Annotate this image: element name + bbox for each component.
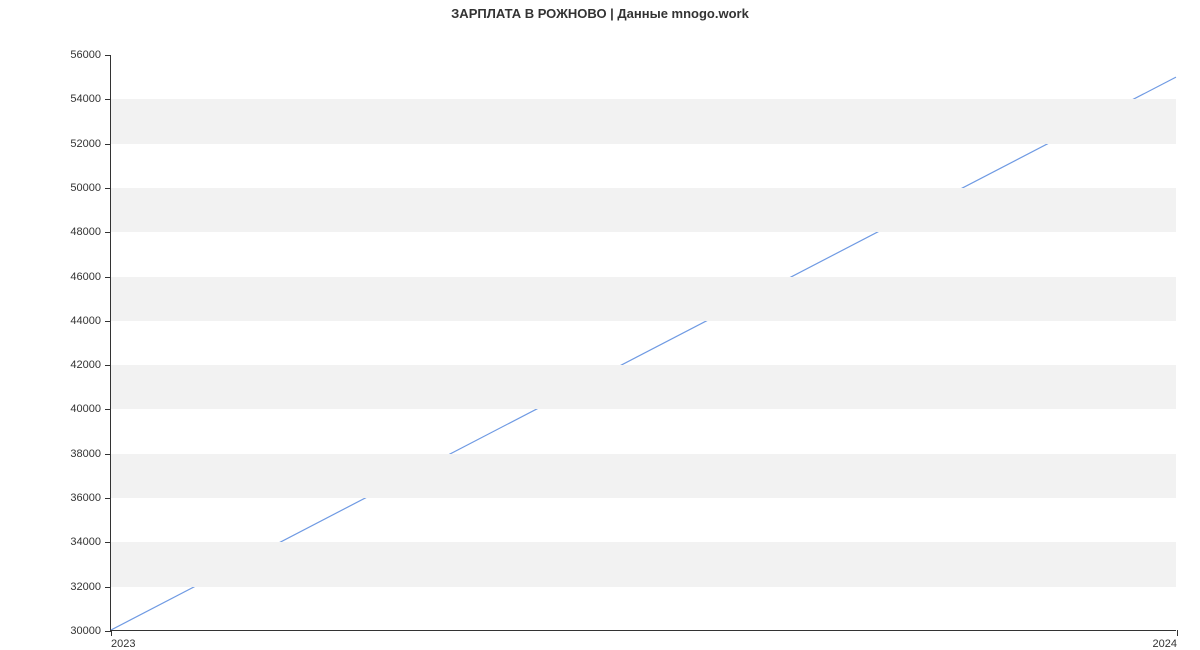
y-tick-label: 50000 — [70, 182, 101, 194]
plot-band — [111, 365, 1176, 409]
y-tick-mark — [105, 321, 111, 322]
plot-band — [111, 321, 1176, 365]
x-tick-mark — [111, 630, 112, 636]
plot-band — [111, 277, 1176, 321]
y-tick-label: 46000 — [70, 271, 101, 283]
y-tick-label: 48000 — [70, 226, 101, 238]
plot-band — [111, 99, 1176, 143]
x-tick-label: 2023 — [111, 638, 135, 650]
plot-band — [111, 55, 1176, 99]
plot-band — [111, 232, 1176, 276]
y-tick-mark — [105, 587, 111, 588]
plot-band — [111, 144, 1176, 188]
y-tick-mark — [105, 498, 111, 499]
plot-band — [111, 188, 1176, 232]
y-tick-mark — [105, 188, 111, 189]
y-tick-mark — [105, 144, 111, 145]
y-tick-mark — [105, 454, 111, 455]
x-tick-mark — [1177, 630, 1178, 636]
x-tick-label: 2024 — [1153, 638, 1177, 650]
plot-band — [111, 587, 1176, 631]
y-tick-mark — [105, 232, 111, 233]
y-tick-label: 54000 — [70, 93, 101, 105]
plot-band — [111, 542, 1176, 586]
y-tick-label: 32000 — [70, 581, 101, 593]
plot-band — [111, 454, 1176, 498]
y-tick-mark — [105, 55, 111, 56]
y-tick-mark — [105, 99, 111, 100]
y-tick-label: 34000 — [70, 536, 101, 548]
plot-band — [111, 498, 1176, 542]
y-tick-label: 38000 — [70, 448, 101, 460]
y-tick-label: 36000 — [70, 492, 101, 504]
y-tick-mark — [105, 542, 111, 543]
y-tick-label: 52000 — [70, 138, 101, 150]
y-tick-label: 40000 — [70, 403, 101, 415]
y-tick-mark — [105, 409, 111, 410]
plot-band — [111, 409, 1176, 453]
chart-title: ЗАРПЛАТА В РОЖНОВО | Данные mnogo.work — [0, 0, 1200, 25]
y-tick-mark — [105, 277, 111, 278]
y-tick-mark — [105, 365, 111, 366]
y-tick-label: 42000 — [70, 359, 101, 371]
y-tick-label: 30000 — [70, 625, 101, 637]
y-tick-label: 44000 — [70, 315, 101, 327]
y-tick-label: 56000 — [70, 49, 101, 61]
plot-area: 3000032000340003600038000400004200044000… — [110, 55, 1176, 631]
